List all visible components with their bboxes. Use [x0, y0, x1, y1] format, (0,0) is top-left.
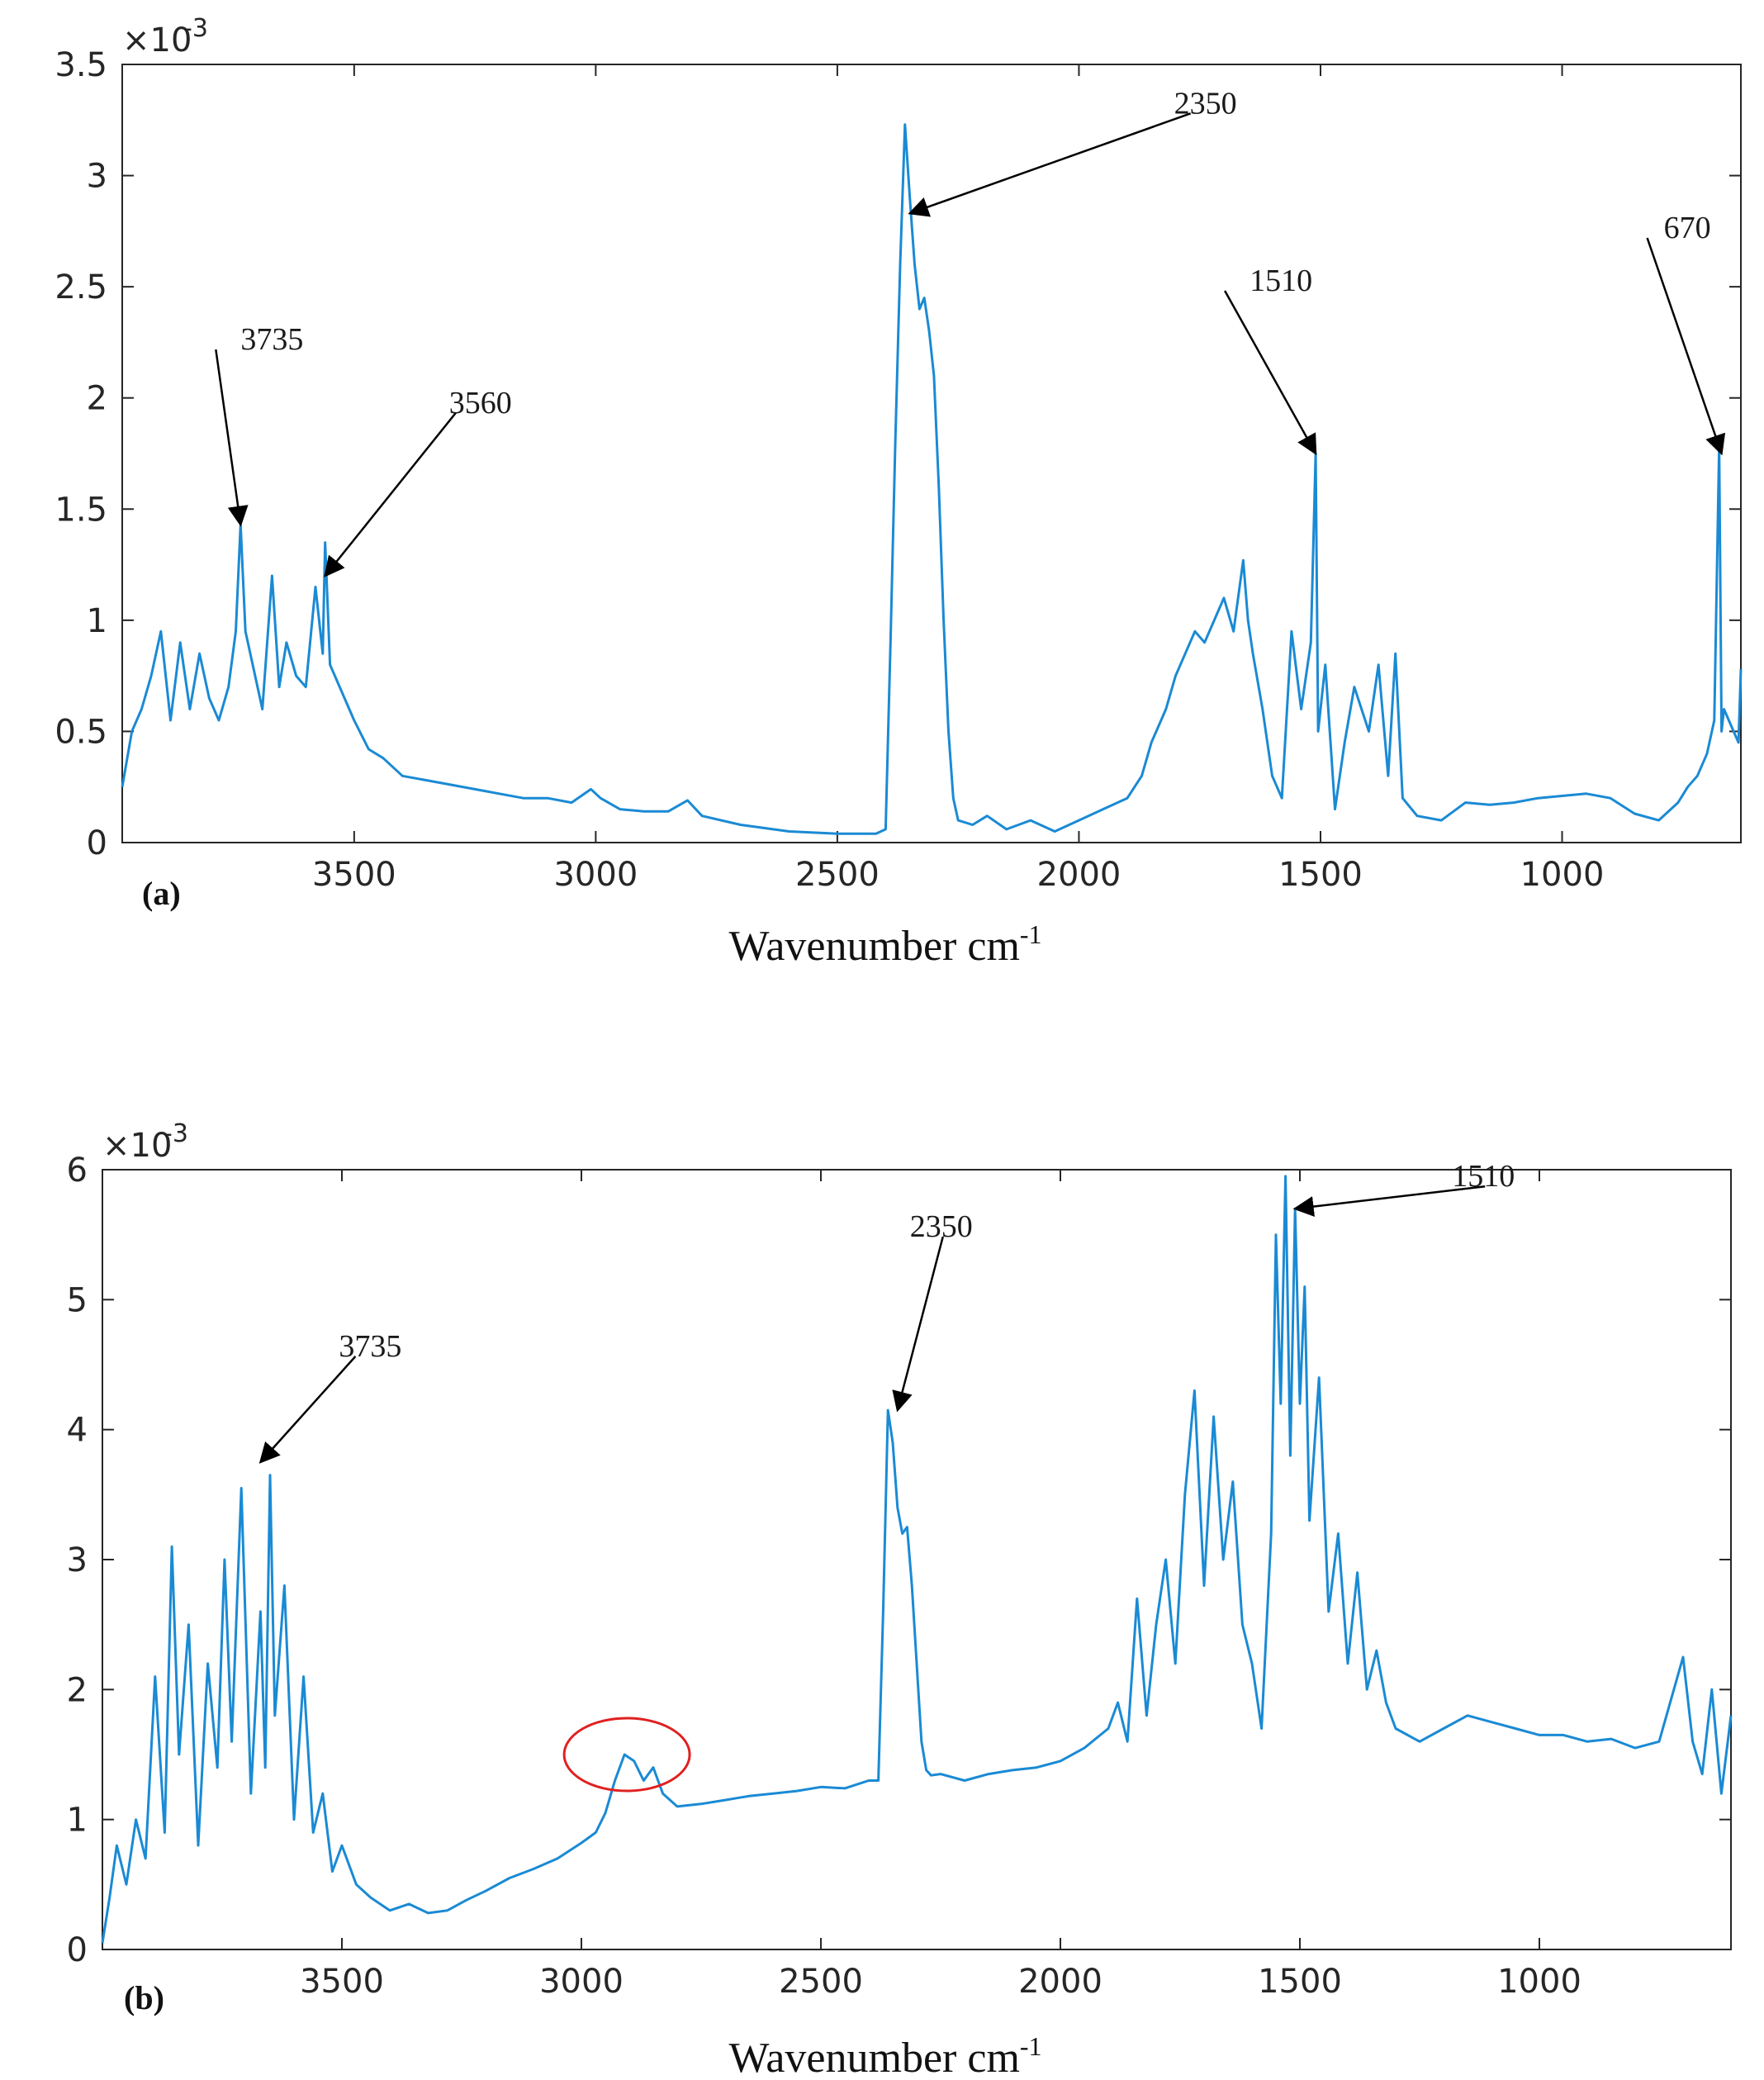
- annotation-label: 3735: [339, 1329, 401, 1364]
- x-tick-label: 1500: [1258, 1963, 1342, 2001]
- x-axis-label-b: Wavenumber cm-1: [728, 2031, 1041, 2080]
- annotation: 2350: [908, 86, 1237, 217]
- x-tick-label: 3500: [300, 1963, 384, 2001]
- y-tick-label: 1: [67, 1802, 88, 1840]
- annotations-a: 3735 3560 2350 1510 670: [215, 86, 1726, 577]
- y-exponent-base-a: ×10: [122, 21, 192, 59]
- spectrum-line-a: [121, 123, 1743, 835]
- annotation-arrow: [1224, 290, 1317, 456]
- annotation-label: 3560: [449, 386, 512, 420]
- y-tick-label: 3: [67, 1541, 88, 1579]
- x-axis-label-a: Wavenumber cm-1: [728, 919, 1041, 970]
- panel-label-a: (a): [142, 875, 181, 912]
- annotation-arrow: [258, 1356, 357, 1464]
- y-exponent-b: ×10 -3: [102, 1119, 188, 1165]
- annotation-label: 2350: [1174, 86, 1237, 121]
- annotation-label: 3735: [240, 322, 303, 357]
- annotations-b: 3735 2350 1510: [258, 1159, 1515, 1464]
- annotation: 3560: [324, 386, 512, 577]
- annotation-arrow: [908, 112, 1192, 217]
- spectrum-line-b: [101, 1175, 1733, 1944]
- y-tick-label: 0: [67, 1931, 88, 1969]
- x-tick-label: 1000: [1497, 1963, 1581, 2001]
- y-tick-label: 4: [67, 1412, 88, 1450]
- y-tick-label: 1: [87, 602, 107, 640]
- y-exponent-power-b: -3: [164, 1119, 188, 1148]
- x-tick-label: 3500: [312, 856, 396, 894]
- y-tick-label: 3: [87, 158, 107, 196]
- x-axis-label-sup-b: -1: [1020, 2031, 1042, 2061]
- x-tick-label: 1500: [1278, 856, 1363, 894]
- y-tick-label: 5: [67, 1281, 88, 1319]
- annotation-label: 2350: [910, 1209, 973, 1244]
- x-axis-ticks-a: 3500 3000 2500 2000 1500 1000: [312, 64, 1604, 894]
- annotation-arrow: [215, 349, 249, 527]
- annotation: 3735: [215, 322, 303, 527]
- x-tick-label: 2000: [1037, 856, 1121, 894]
- x-axis-label-sup-a: -1: [1020, 919, 1042, 949]
- x-tick-label: 3000: [553, 856, 638, 894]
- plot-frame-b: [102, 1169, 1732, 1950]
- y-exponent-a: ×10 -3: [122, 14, 208, 59]
- y-exponent-power-a: -3: [183, 14, 208, 43]
- highlight-ellipse: [562, 1717, 691, 1793]
- annotation-label: 1510: [1452, 1159, 1515, 1194]
- annotation-arrow: [1646, 237, 1726, 456]
- chart-panel-b: ×10 -3 3500 3000 2500 2000 1500 1000 0123456 …: [67, 1119, 1733, 2080]
- panel-label-b: (b): [124, 1979, 164, 2016]
- x-tick-label: 2000: [1018, 1963, 1102, 2001]
- annotation-arrow: [892, 1236, 945, 1413]
- y-axis-ticks-b: 0 1 2 3 4 5 6: [67, 1152, 1731, 1969]
- annotation-label: 670: [1664, 211, 1711, 245]
- annotation: 3735: [258, 1329, 401, 1464]
- y-tick-label: 2: [67, 1671, 88, 1709]
- y-tick-label: 2: [87, 380, 107, 418]
- annotation: 1510: [1292, 1159, 1515, 1217]
- plot-frame-a: [121, 64, 1742, 843]
- x-axis-label-text-b: Wavenumber cm: [728, 2035, 1019, 2080]
- y-tick-label: 2.5: [55, 268, 107, 306]
- x-tick-label: 2500: [795, 856, 880, 894]
- x-axis-ticks-b: 3500 3000 2500 2000 1500 1000: [300, 1170, 1581, 2001]
- annotation: 2350: [892, 1209, 973, 1413]
- y-axis-ticks-a: 0 0.5 1 1.5 2 2.5 3 3.5: [55, 46, 1741, 862]
- y-tick-label: 1.5: [55, 491, 107, 529]
- x-tick-label: 2500: [779, 1963, 863, 2001]
- x-tick-label: 1000: [1520, 856, 1605, 894]
- chart-panel-a: ×10 -3 3500 3000 2500 2000 1500 1000 0 0.5 1 1.5…: [55, 14, 1743, 970]
- x-tick-label: 3000: [539, 1963, 624, 2001]
- y-tick-label: 6: [67, 1152, 88, 1190]
- y-exponent-base-b: ×10: [102, 1127, 172, 1165]
- x-axis-label-text-a: Wavenumber cm: [728, 923, 1019, 970]
- annotation-arrow: [1292, 1185, 1486, 1217]
- y-tick-label: 3.5: [55, 46, 107, 84]
- annotation-arrow: [324, 412, 457, 577]
- y-tick-label: 0.5: [55, 713, 107, 751]
- y-tick-label: 0: [87, 824, 107, 862]
- annotation: 670: [1646, 211, 1726, 456]
- annotation-label: 1510: [1250, 264, 1312, 298]
- annotation: 1510: [1224, 264, 1317, 456]
